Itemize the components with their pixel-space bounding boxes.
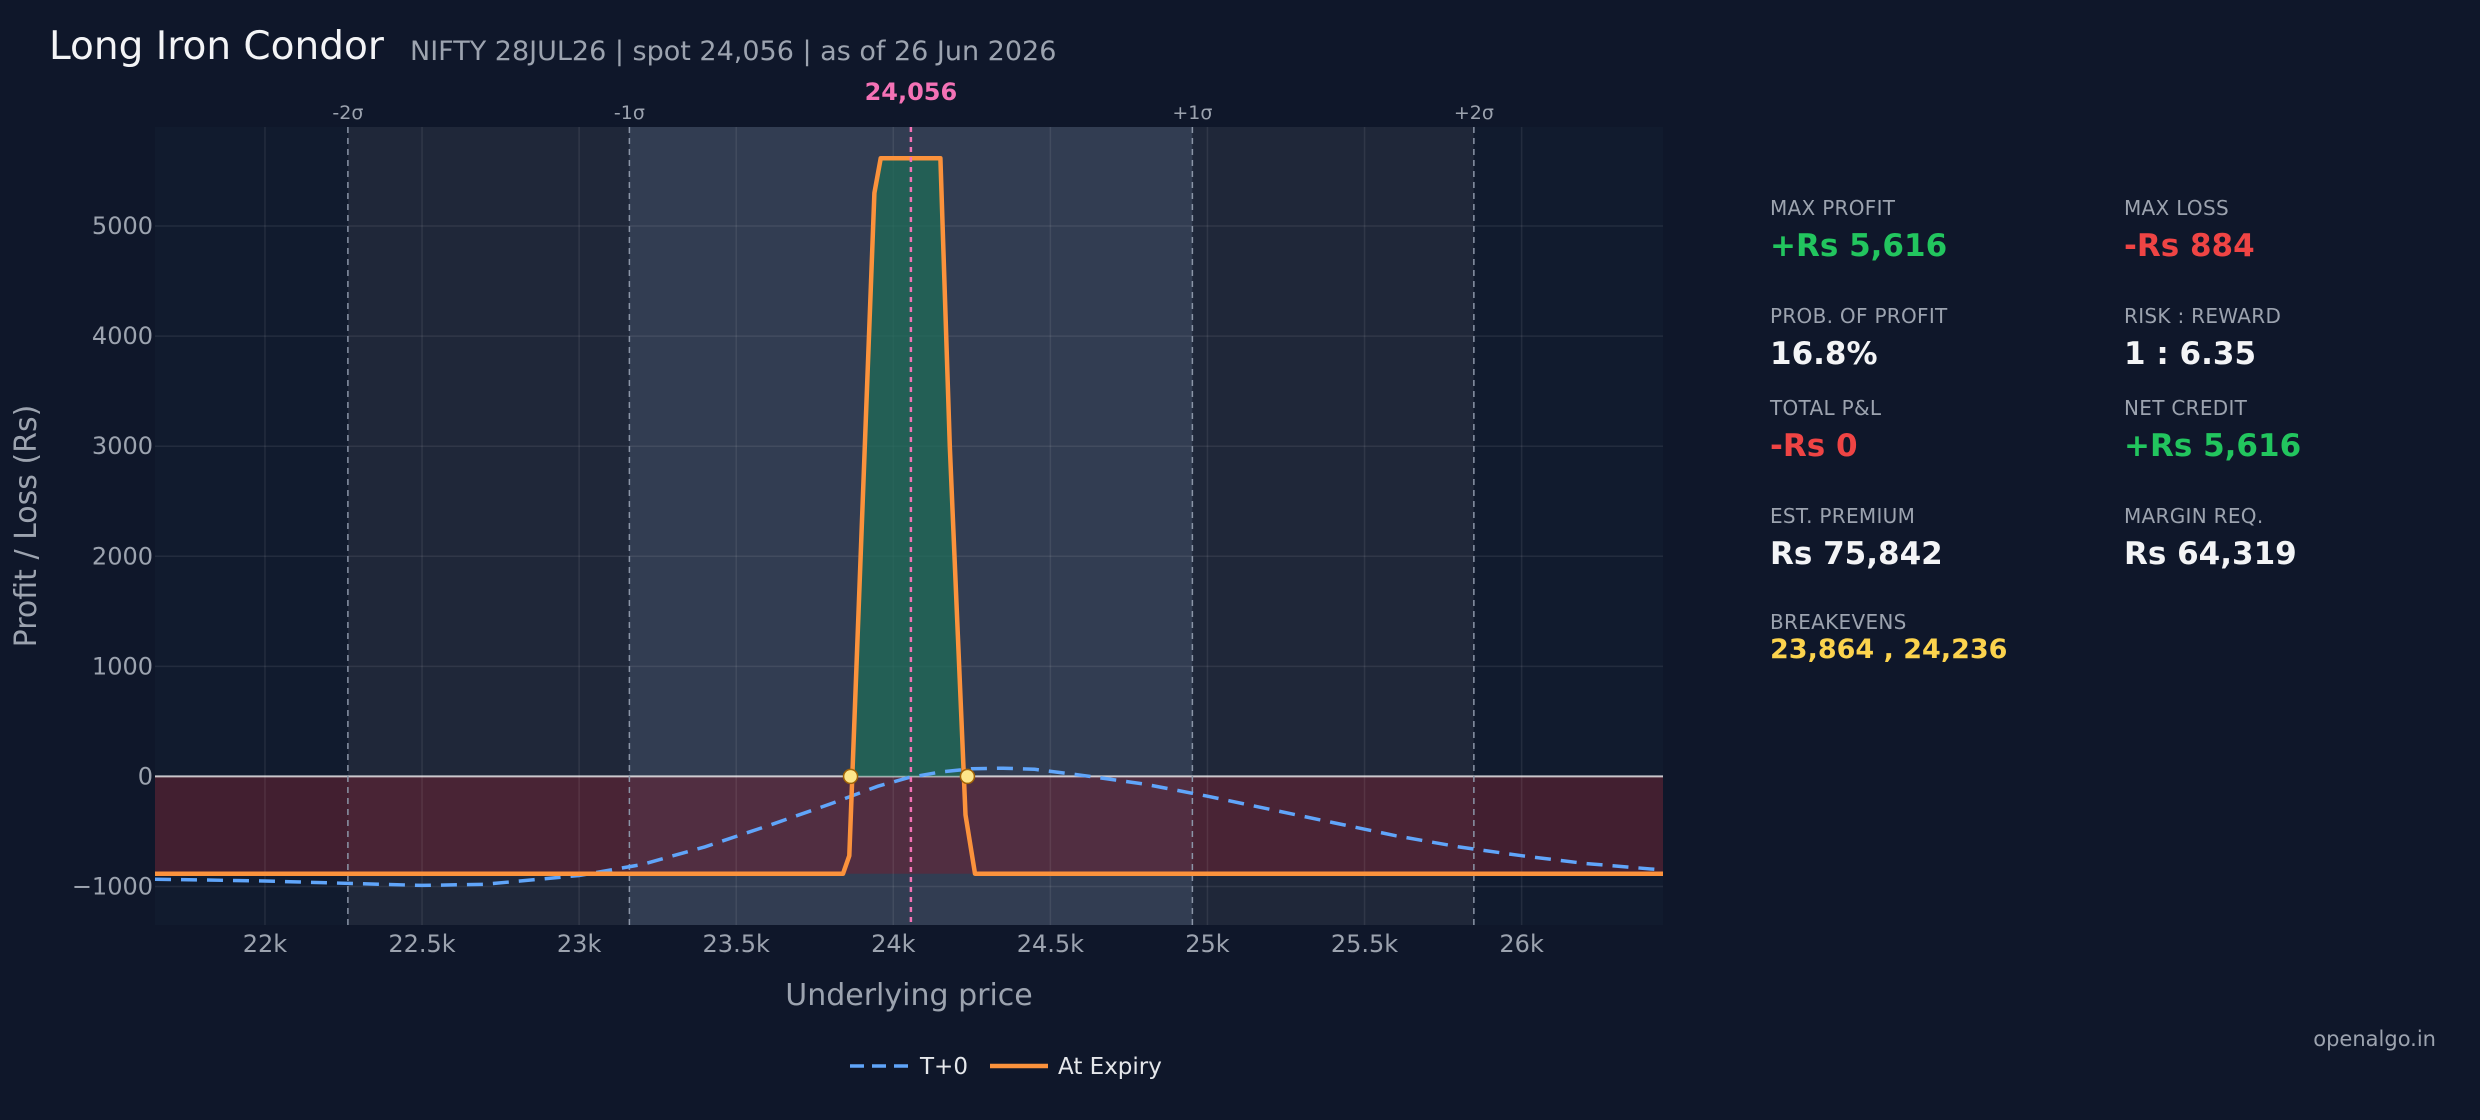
- total-pnl-label: TOTAL P&L: [1770, 396, 1882, 420]
- x-tick-label: 25k: [1185, 930, 1230, 958]
- max-profit-label: MAX PROFIT: [1770, 196, 1896, 220]
- y-tick-label: 4000: [92, 322, 153, 350]
- sigma-label: -2σ: [332, 102, 363, 124]
- total-pnl-value: -Rs 0: [1770, 428, 1858, 464]
- y-tick-label: −1000: [72, 872, 153, 900]
- x-tick-label: 22.5k: [388, 930, 455, 958]
- x-tick-label: 22k: [243, 930, 288, 958]
- legend-label-t0: T+0: [919, 1054, 968, 1080]
- x-tick-label: 23k: [557, 930, 602, 958]
- est-premium-stat: EST. PREMIUM Rs 75,842: [1770, 504, 1943, 572]
- y-tick-label: 3000: [92, 432, 153, 460]
- max-profit-stat: MAX PROFIT +Rs 5,616: [1770, 196, 1947, 264]
- watermark: openalgo.in: [2313, 1027, 2436, 1051]
- net-credit-stat: NET CREDIT +Rs 5,616: [2124, 396, 2301, 464]
- risk-reward-stat: RISK : REWARD 1 : 6.35: [2124, 304, 2281, 372]
- sigma-label: -1σ: [614, 102, 645, 124]
- stats-panel: MAX PROFIT +Rs 5,616 MAX LOSS -Rs 884 PR…: [1770, 196, 2390, 676]
- y-axis-title: Profit / Loss (Rs): [9, 405, 44, 648]
- prob-profit-value: 16.8%: [1770, 336, 1878, 372]
- chart-title: Long Iron Condor: [49, 24, 385, 69]
- x-tick-label: 25.5k: [1331, 930, 1398, 958]
- profit-zone-fill: [852, 158, 964, 777]
- breakeven-marker: [959, 768, 976, 785]
- legend-label-at-expiry: At Expiry: [1058, 1054, 1162, 1080]
- prob-profit-stat: PROB. OF PROFIT 16.8%: [1770, 304, 1948, 372]
- margin-req-value: Rs 64,319: [2124, 536, 2297, 572]
- total-pnl-stat: TOTAL P&L -Rs 0: [1770, 396, 1881, 464]
- risk-reward-label: RISK : REWARD: [2124, 304, 2282, 328]
- loss-zone-fill: [155, 776, 1663, 874]
- x-tick-label: 24k: [871, 930, 916, 958]
- sigma-label: +1σ: [1172, 102, 1212, 124]
- breakevens-label: BREAKEVENS: [1770, 610, 1907, 634]
- x-tick-label: 23.5k: [703, 930, 770, 958]
- risk-reward-value: 1 : 6.35: [2124, 336, 2257, 372]
- est-premium-label: EST. PREMIUM: [1770, 504, 1916, 528]
- net-credit-value: +Rs 5,616: [2124, 428, 2302, 464]
- spot-label: 24,056: [865, 78, 958, 106]
- chart-subtitle: NIFTY 28JUL26 | spot 24,056 | as of 26 J…: [410, 36, 1056, 67]
- x-axis-title: Underlying price: [785, 978, 1033, 1013]
- net-credit-label: NET CREDIT: [2124, 396, 2248, 420]
- y-tick-label: 2000: [92, 542, 153, 570]
- max-loss-value: -Rs 884: [2124, 228, 2255, 264]
- y-tick-label: 5000: [92, 212, 153, 240]
- max-loss-stat: MAX LOSS -Rs 884: [2124, 196, 2255, 264]
- plot-area: -2σ -1σ +1σ +2σ 24,056 22k 22.5k 23k 23.5k 24k 24.…: [9, 78, 1664, 1013]
- prob-profit-label: PROB. OF PROFIT: [1770, 304, 1948, 328]
- breakevens-stat: BREAKEVENS 23,864 , 24,236: [1770, 610, 2007, 665]
- y-tick-label: 1000: [92, 652, 153, 680]
- legend: T+0 At Expiry: [850, 1054, 1162, 1080]
- margin-req-stat: MARGIN REQ. Rs 64,319: [2124, 504, 2297, 572]
- sigma-label: +2σ: [1454, 102, 1494, 124]
- breakeven-marker: [842, 768, 859, 785]
- x-tick-label: 24.5k: [1017, 930, 1084, 958]
- margin-req-label: MARGIN REQ.: [2124, 504, 2264, 528]
- est-premium-value: Rs 75,842: [1770, 536, 1943, 572]
- x-tick-label: 26k: [1499, 930, 1544, 958]
- max-profit-value: +Rs 5,616: [1770, 228, 1948, 264]
- max-loss-label: MAX LOSS: [2124, 196, 2229, 220]
- series-line-t0: [154, 766, 1664, 888]
- y-tick-label: 0: [138, 762, 153, 790]
- breakevens-value: 23,864 , 24,236: [1770, 634, 2008, 665]
